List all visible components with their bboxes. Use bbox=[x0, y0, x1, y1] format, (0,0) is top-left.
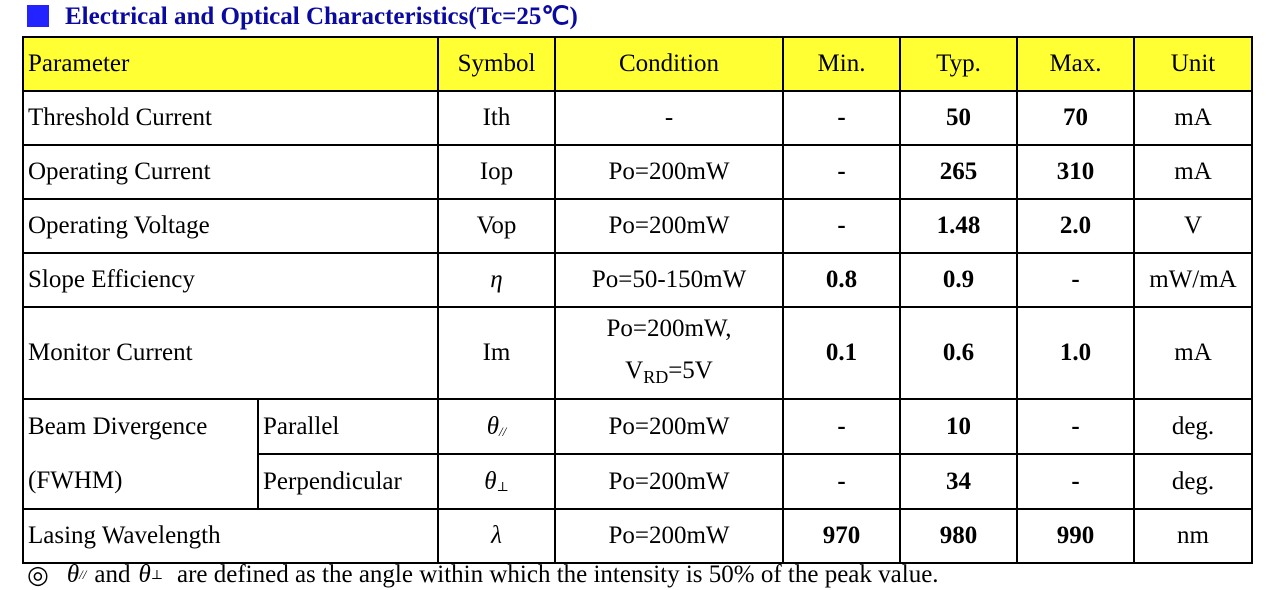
cell-condition: Po=200mW bbox=[554, 398, 784, 455]
condition-line-2: VRD=5V bbox=[557, 350, 781, 397]
cell-min: - bbox=[782, 398, 901, 455]
cell-unit: mA bbox=[1133, 144, 1253, 200]
parallel-subscript: // bbox=[499, 423, 507, 439]
cell-typ: 0.6 bbox=[899, 306, 1018, 400]
table-row-operating-current: Operating Current Iop Po=200mW - 265 310… bbox=[22, 144, 1253, 200]
cell-max: 70 bbox=[1016, 90, 1135, 146]
cell-beam-divergence: Beam Divergence (FWHM) bbox=[22, 398, 259, 510]
header-row: Parameter Symbol Condition Min. Typ. Max… bbox=[22, 36, 1253, 92]
theta-perpendicular-symbol: θ bbox=[138, 561, 151, 588]
cell-condition: Po=200mW bbox=[554, 144, 784, 200]
header-symbol: Symbol bbox=[437, 36, 556, 92]
cell-max: - bbox=[1016, 398, 1135, 455]
cell-condition: Po=200mW bbox=[554, 508, 784, 564]
cell-condition: Po=50-150mW bbox=[554, 252, 784, 308]
cell-unit: deg. bbox=[1133, 398, 1253, 455]
cell-min: 0.8 bbox=[782, 252, 901, 308]
cell-sub-parameter: Parallel bbox=[257, 398, 439, 455]
cell-parameter: Threshold Current bbox=[22, 90, 439, 146]
cell-max: 990 bbox=[1016, 508, 1135, 564]
table-row-threshold-current: Threshold Current Ith - - 50 70 mA bbox=[22, 90, 1253, 146]
header-max: Max. bbox=[1016, 36, 1135, 92]
theta-symbol: θ bbox=[484, 467, 497, 495]
table-row-lasing-wavelength: Lasing Wavelength λ Po=200mW 970 980 990… bbox=[22, 508, 1253, 564]
theta-parallel-symbol: θ bbox=[66, 561, 80, 588]
cell-min: - bbox=[782, 144, 901, 200]
cell-min: - bbox=[782, 90, 901, 146]
cell-parameter: Lasing Wavelength bbox=[22, 508, 439, 564]
section-title: Electrical and Optical Characteristics(T… bbox=[27, 0, 578, 32]
condition-vrd-subscript: RD bbox=[643, 367, 669, 387]
cell-min: - bbox=[782, 198, 901, 254]
footnote: ◎ θ// and θ ⊥ are defined as the angle wi… bbox=[27, 560, 939, 590]
condition-line-1: Po=200mW, bbox=[606, 315, 732, 342]
cell-sub-parameter: Perpendicular bbox=[257, 453, 439, 510]
cell-parameter: Operating Voltage bbox=[22, 198, 439, 254]
header-min: Min. bbox=[782, 36, 901, 92]
beam-divergence-label: Beam Divergence bbox=[28, 413, 208, 440]
cell-typ: 50 bbox=[899, 90, 1018, 146]
title-bullet-square bbox=[27, 5, 49, 27]
table-row-beam-parallel: Beam Divergence (FWHM) Parallel θ// Po=2… bbox=[22, 398, 1253, 510]
table-row-monitor-current: Monitor Current Im Po=200mW, VRD=5V 0.1 … bbox=[22, 306, 1253, 400]
cell-max: 1.0 bbox=[1016, 306, 1135, 400]
table-row-beam-perpendicular: Perpendicular θ⊥ Po=200mW - 34 - deg. bbox=[23, 453, 1253, 510]
cell-max: - bbox=[1016, 453, 1135, 510]
cell-typ: 265 bbox=[899, 144, 1018, 200]
footnote-and: and bbox=[94, 561, 131, 588]
cell-unit: V bbox=[1133, 198, 1253, 254]
cell-condition: Po=200mW bbox=[554, 198, 784, 254]
cell-symbol: η bbox=[437, 252, 556, 308]
cell-symbol: Vop bbox=[437, 198, 556, 254]
double-circle-icon: ◎ bbox=[27, 562, 49, 589]
cell-condition: - bbox=[554, 90, 784, 146]
cell-symbol: Ith bbox=[437, 90, 556, 146]
cell-typ: 34 bbox=[899, 453, 1018, 510]
cell-typ: 980 bbox=[899, 508, 1018, 564]
cell-symbol: λ bbox=[437, 508, 556, 564]
condition-vrd-value: =5V bbox=[668, 357, 713, 384]
cell-typ: 1.48 bbox=[899, 198, 1018, 254]
cell-condition: Po=200mW bbox=[554, 453, 784, 510]
footnote-text: are defined as the angle within which th… bbox=[176, 561, 939, 588]
cell-symbol: θ⊥ bbox=[437, 453, 556, 510]
header-typ: Typ. bbox=[899, 36, 1018, 92]
cell-min: 0.1 bbox=[782, 306, 901, 400]
cell-parameter: Monitor Current bbox=[22, 306, 439, 400]
cell-condition: Po=200mW, VRD=5V bbox=[554, 306, 784, 400]
cell-unit: mA bbox=[1133, 306, 1253, 400]
cell-symbol: Im bbox=[437, 306, 556, 400]
cell-symbol: Iop bbox=[437, 144, 556, 200]
cell-unit: nm bbox=[1133, 508, 1253, 564]
cell-symbol: θ// bbox=[437, 398, 556, 455]
header-condition: Condition bbox=[554, 36, 784, 92]
condition-vrd-main: V bbox=[625, 357, 644, 384]
perpendicular-subscript: ⊥ bbox=[496, 478, 509, 494]
cell-min: 970 bbox=[782, 508, 901, 564]
cell-min: - bbox=[782, 453, 901, 510]
table-row-operating-voltage: Operating Voltage Vop Po=200mW - 1.48 2.… bbox=[22, 198, 1253, 254]
cell-max: 310 bbox=[1016, 144, 1135, 200]
header-unit: Unit bbox=[1133, 36, 1253, 92]
perpendicular-subscript: ⊥ bbox=[150, 567, 163, 582]
cell-typ: 10 bbox=[899, 398, 1018, 455]
characteristics-table: Parameter Symbol Condition Min. Typ. Max… bbox=[22, 36, 1253, 564]
table-row-slope-efficiency: Slope Efficiency η Po=50-150mW 0.8 0.9 -… bbox=[22, 252, 1253, 308]
cell-max: 2.0 bbox=[1016, 198, 1135, 254]
beam-fwhm-label: (FWHM) bbox=[28, 467, 123, 494]
cell-parameter: Operating Current bbox=[22, 144, 439, 200]
cell-unit: mA bbox=[1133, 90, 1253, 146]
cell-unit: deg. bbox=[1133, 453, 1253, 510]
cell-max: - bbox=[1016, 252, 1135, 308]
cell-unit: mW/mA bbox=[1133, 252, 1253, 308]
parallel-subscript: // bbox=[79, 567, 87, 582]
title-text: Electrical and Optical Characteristics(T… bbox=[65, 3, 578, 30]
theta-symbol: θ bbox=[486, 412, 500, 440]
cell-parameter: Slope Efficiency bbox=[22, 252, 439, 308]
header-parameter: Parameter bbox=[22, 36, 439, 92]
cell-typ: 0.9 bbox=[899, 252, 1018, 308]
